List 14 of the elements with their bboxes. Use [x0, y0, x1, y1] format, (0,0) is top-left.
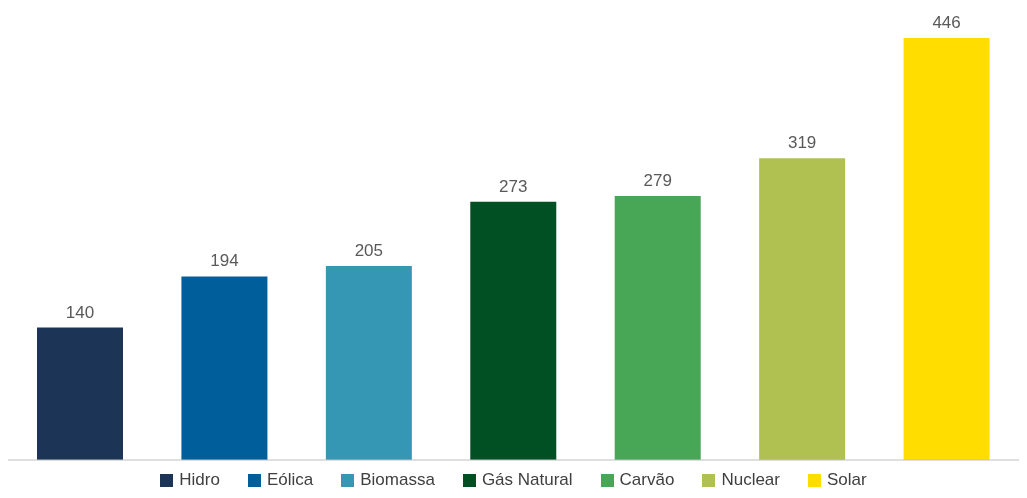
legend-label: Carvão: [619, 470, 675, 490]
legend-label: Biomassa: [360, 470, 435, 490]
legend-label: Eólica: [266, 470, 314, 490]
data-label: 140: [65, 302, 95, 322]
legend-label: Hidro: [179, 470, 220, 490]
data-label: 194: [210, 251, 239, 271]
data-label: 279: [643, 171, 672, 191]
legend-label: Solar: [827, 470, 867, 490]
data-label: 319: [787, 133, 817, 153]
legend-label: Nuclear: [721, 470, 780, 490]
data-label: 205: [354, 241, 384, 261]
data-label: 446: [932, 13, 961, 32]
legend-label: Gás Natural: [481, 470, 573, 490]
data-label: 273: [499, 176, 528, 196]
